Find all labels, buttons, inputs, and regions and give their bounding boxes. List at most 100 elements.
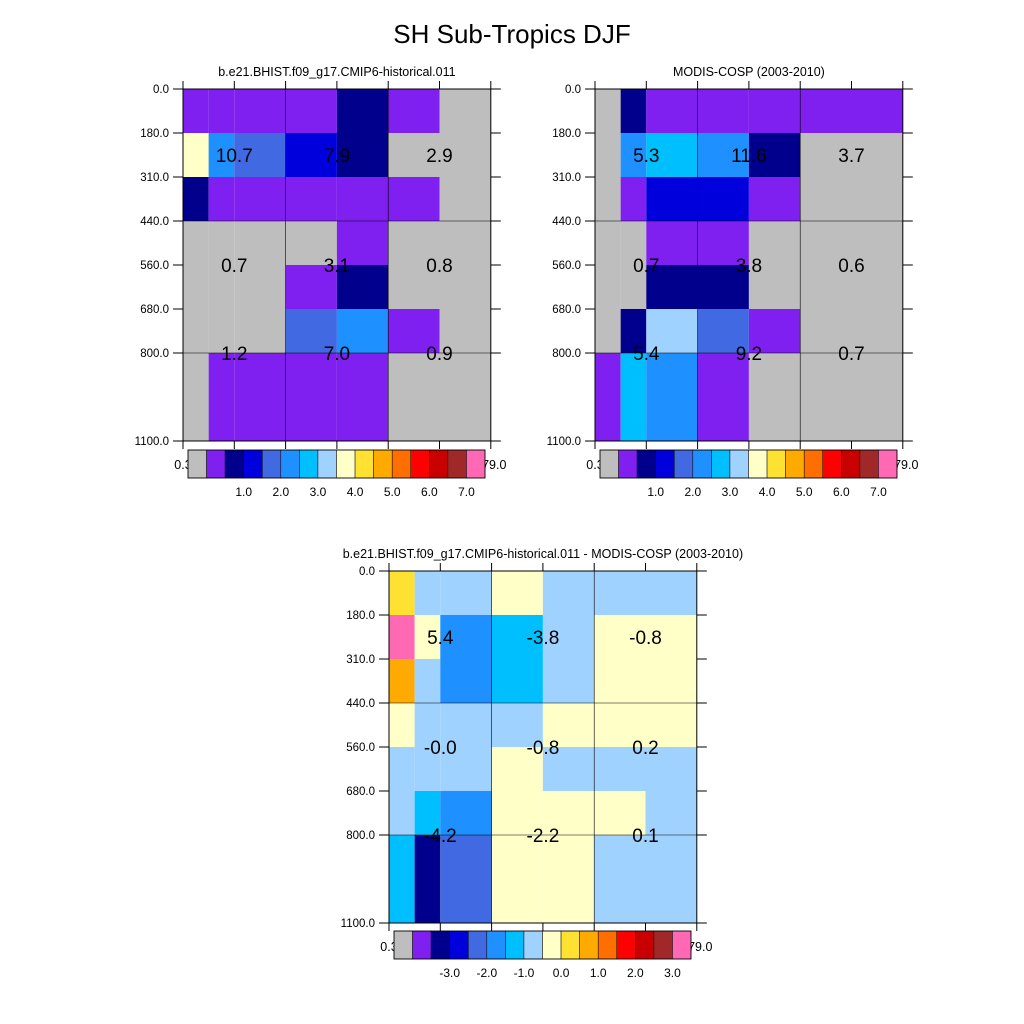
x-tick-label: 0.3 xyxy=(174,458,191,472)
heatmap-cell xyxy=(234,265,286,309)
heatmap-cell xyxy=(851,221,903,265)
heatmap-cell xyxy=(595,133,621,177)
heatmap-cell xyxy=(414,835,441,923)
y-tick-label: 1100.0 xyxy=(341,918,375,930)
colorbar-swatch xyxy=(449,930,469,960)
colorbar-label: 6.0 xyxy=(421,485,438,499)
heatmap-cell xyxy=(234,133,286,177)
heatmap-cell xyxy=(439,265,491,309)
colorbar-swatch xyxy=(505,930,525,960)
heatmap-cell xyxy=(440,615,492,659)
heatmap-cell xyxy=(595,353,621,441)
heatmap-cell xyxy=(208,221,235,265)
heatmap-cell xyxy=(285,177,337,221)
colorbar-swatch xyxy=(635,930,655,960)
block-value-label: 5.3 xyxy=(633,146,659,167)
heatmap-cell xyxy=(285,89,337,133)
colorbar-label: 5.0 xyxy=(796,485,813,499)
y-tick-label: 680.0 xyxy=(552,304,581,316)
heatmap-cell xyxy=(389,747,415,791)
colorbar-swatch xyxy=(560,930,580,960)
colorbar-swatch xyxy=(822,449,842,479)
heatmap-cell xyxy=(439,89,491,133)
heatmap-cell xyxy=(389,703,415,747)
y-tick-label: 680.0 xyxy=(140,304,169,316)
heatmap-cell xyxy=(388,309,440,353)
heatmap-cell xyxy=(542,747,595,791)
heatmap-cell xyxy=(542,791,595,835)
panel-title: b.e21.BHIST.f09_g17.CMIP6-historical.011… xyxy=(343,547,743,561)
y-tick-label: 180.0 xyxy=(140,128,169,140)
heatmap-cell xyxy=(748,89,801,133)
colorbar-swatch xyxy=(466,449,486,479)
heatmap-cell xyxy=(595,265,621,309)
block-value-label: 0.7 xyxy=(221,256,247,277)
heatmap-cell xyxy=(748,309,801,353)
heatmap-cell xyxy=(851,353,903,441)
heatmap-cell xyxy=(183,265,209,309)
heatmap-cell xyxy=(491,703,543,747)
heatmap-cell xyxy=(491,615,543,659)
colorbar-swatch xyxy=(317,449,337,479)
colorbar-swatch xyxy=(262,449,282,479)
heatmap-cell xyxy=(542,615,595,659)
colorbar-swatch xyxy=(748,449,768,479)
panels: b.e21.BHIST.f09_g17.CMIP6-historical.011… xyxy=(135,65,919,980)
heatmap-cell xyxy=(620,133,647,177)
colorbar-swatch xyxy=(393,930,413,960)
heatmap-cell xyxy=(542,835,595,923)
colorbar-swatch xyxy=(878,449,898,479)
heatmap-cell xyxy=(389,615,415,659)
block-value-label: 7.0 xyxy=(324,344,350,365)
colorbar-swatch xyxy=(224,449,244,479)
heatmap-cell xyxy=(620,265,647,309)
heatmap-cell xyxy=(234,89,286,133)
colorbar-swatch xyxy=(468,930,488,960)
heatmap-cell xyxy=(645,615,697,659)
heatmap-cell xyxy=(388,353,440,441)
block-value-label: 9.2 xyxy=(736,344,762,365)
heatmap-cell xyxy=(697,177,749,221)
y-tick-label: 1100.0 xyxy=(135,436,169,448)
heatmap-cell xyxy=(208,309,235,353)
colorbar-swatch xyxy=(187,449,207,479)
heatmap-cell xyxy=(620,89,647,133)
colorbar-label: 2.0 xyxy=(627,966,644,980)
y-tick-label: 440.0 xyxy=(552,216,581,228)
heatmap-cell xyxy=(748,221,801,265)
heatmap-cell xyxy=(646,133,698,177)
heatmap-cell xyxy=(440,703,492,747)
heatmap-cell xyxy=(439,133,491,177)
y-tick-label: 440.0 xyxy=(346,698,375,710)
block-value-label: 0.2 xyxy=(632,738,658,759)
heatmap-cell xyxy=(388,265,440,309)
panel-title: b.e21.BHIST.f09_g17.CMIP6-historical.011 xyxy=(218,65,455,79)
heatmap-cell xyxy=(389,659,415,703)
y-tick-label: 800.0 xyxy=(552,348,581,360)
heatmap-cell xyxy=(491,747,543,791)
block-value-label: 0.6 xyxy=(838,256,864,277)
heatmap-cell xyxy=(183,177,209,221)
y-tick-label: 440.0 xyxy=(140,216,169,228)
x-tick-label: 0.3 xyxy=(586,458,603,472)
heatmap-cell xyxy=(542,703,595,747)
heatmap-cell xyxy=(414,659,441,703)
heatmap-cell xyxy=(208,89,235,133)
heatmap-cell xyxy=(800,309,852,353)
heatmap-cell xyxy=(389,791,415,835)
colorbar-label: -2.0 xyxy=(476,966,497,980)
heatmap-cell xyxy=(645,747,697,791)
colorbar-label: 7.0 xyxy=(870,485,887,499)
colorbar-swatch xyxy=(354,449,374,479)
y-tick-label: 310.0 xyxy=(346,654,375,666)
heatmap-cell xyxy=(620,221,647,265)
heatmap-cell xyxy=(697,309,749,353)
colorbar-swatch xyxy=(841,449,861,479)
heatmap-cell xyxy=(646,89,698,133)
heatmap-cell xyxy=(440,571,492,615)
colorbar-label: 4.0 xyxy=(347,485,364,499)
y-tick-label: 310.0 xyxy=(140,172,169,184)
block-value-label: -0.8 xyxy=(629,628,662,649)
heatmap-cell xyxy=(491,571,543,615)
